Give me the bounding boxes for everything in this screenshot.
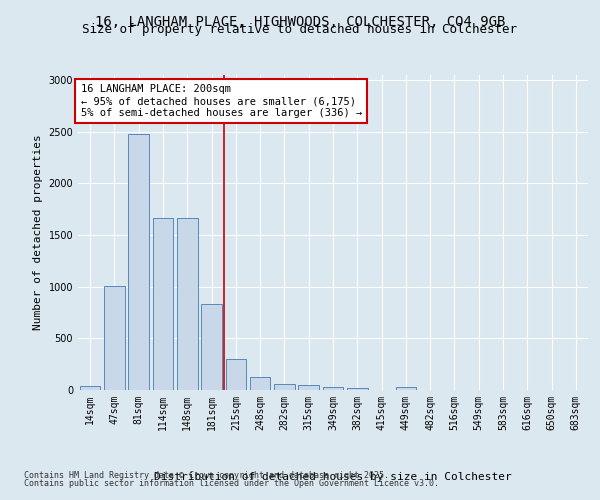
Bar: [347, 388, 368, 390]
Bar: [250, 376, 271, 390]
Bar: [104, 286, 125, 390]
Bar: [152, 218, 173, 390]
Text: Contains public sector information licensed under the Open Government Licence v3: Contains public sector information licen…: [24, 478, 439, 488]
X-axis label: Distribution of detached houses by size in Colchester: Distribution of detached houses by size …: [154, 472, 512, 482]
Bar: [395, 388, 416, 390]
Text: 16, LANGHAM PLACE, HIGHWOODS, COLCHESTER, CO4 9GB: 16, LANGHAM PLACE, HIGHWOODS, COLCHESTER…: [95, 15, 505, 29]
Bar: [128, 134, 149, 390]
Text: Contains HM Land Registry data © Crown copyright and database right 2025.: Contains HM Land Registry data © Crown c…: [24, 471, 389, 480]
Bar: [226, 358, 246, 390]
Bar: [80, 386, 100, 390]
Bar: [298, 385, 319, 390]
Y-axis label: Number of detached properties: Number of detached properties: [33, 134, 43, 330]
Text: Size of property relative to detached houses in Colchester: Size of property relative to detached ho…: [83, 22, 517, 36]
Bar: [201, 304, 222, 390]
Bar: [323, 387, 343, 390]
Text: 16 LANGHAM PLACE: 200sqm
← 95% of detached houses are smaller (6,175)
5% of semi: 16 LANGHAM PLACE: 200sqm ← 95% of detach…: [80, 84, 362, 117]
Bar: [177, 218, 197, 390]
Bar: [274, 384, 295, 390]
